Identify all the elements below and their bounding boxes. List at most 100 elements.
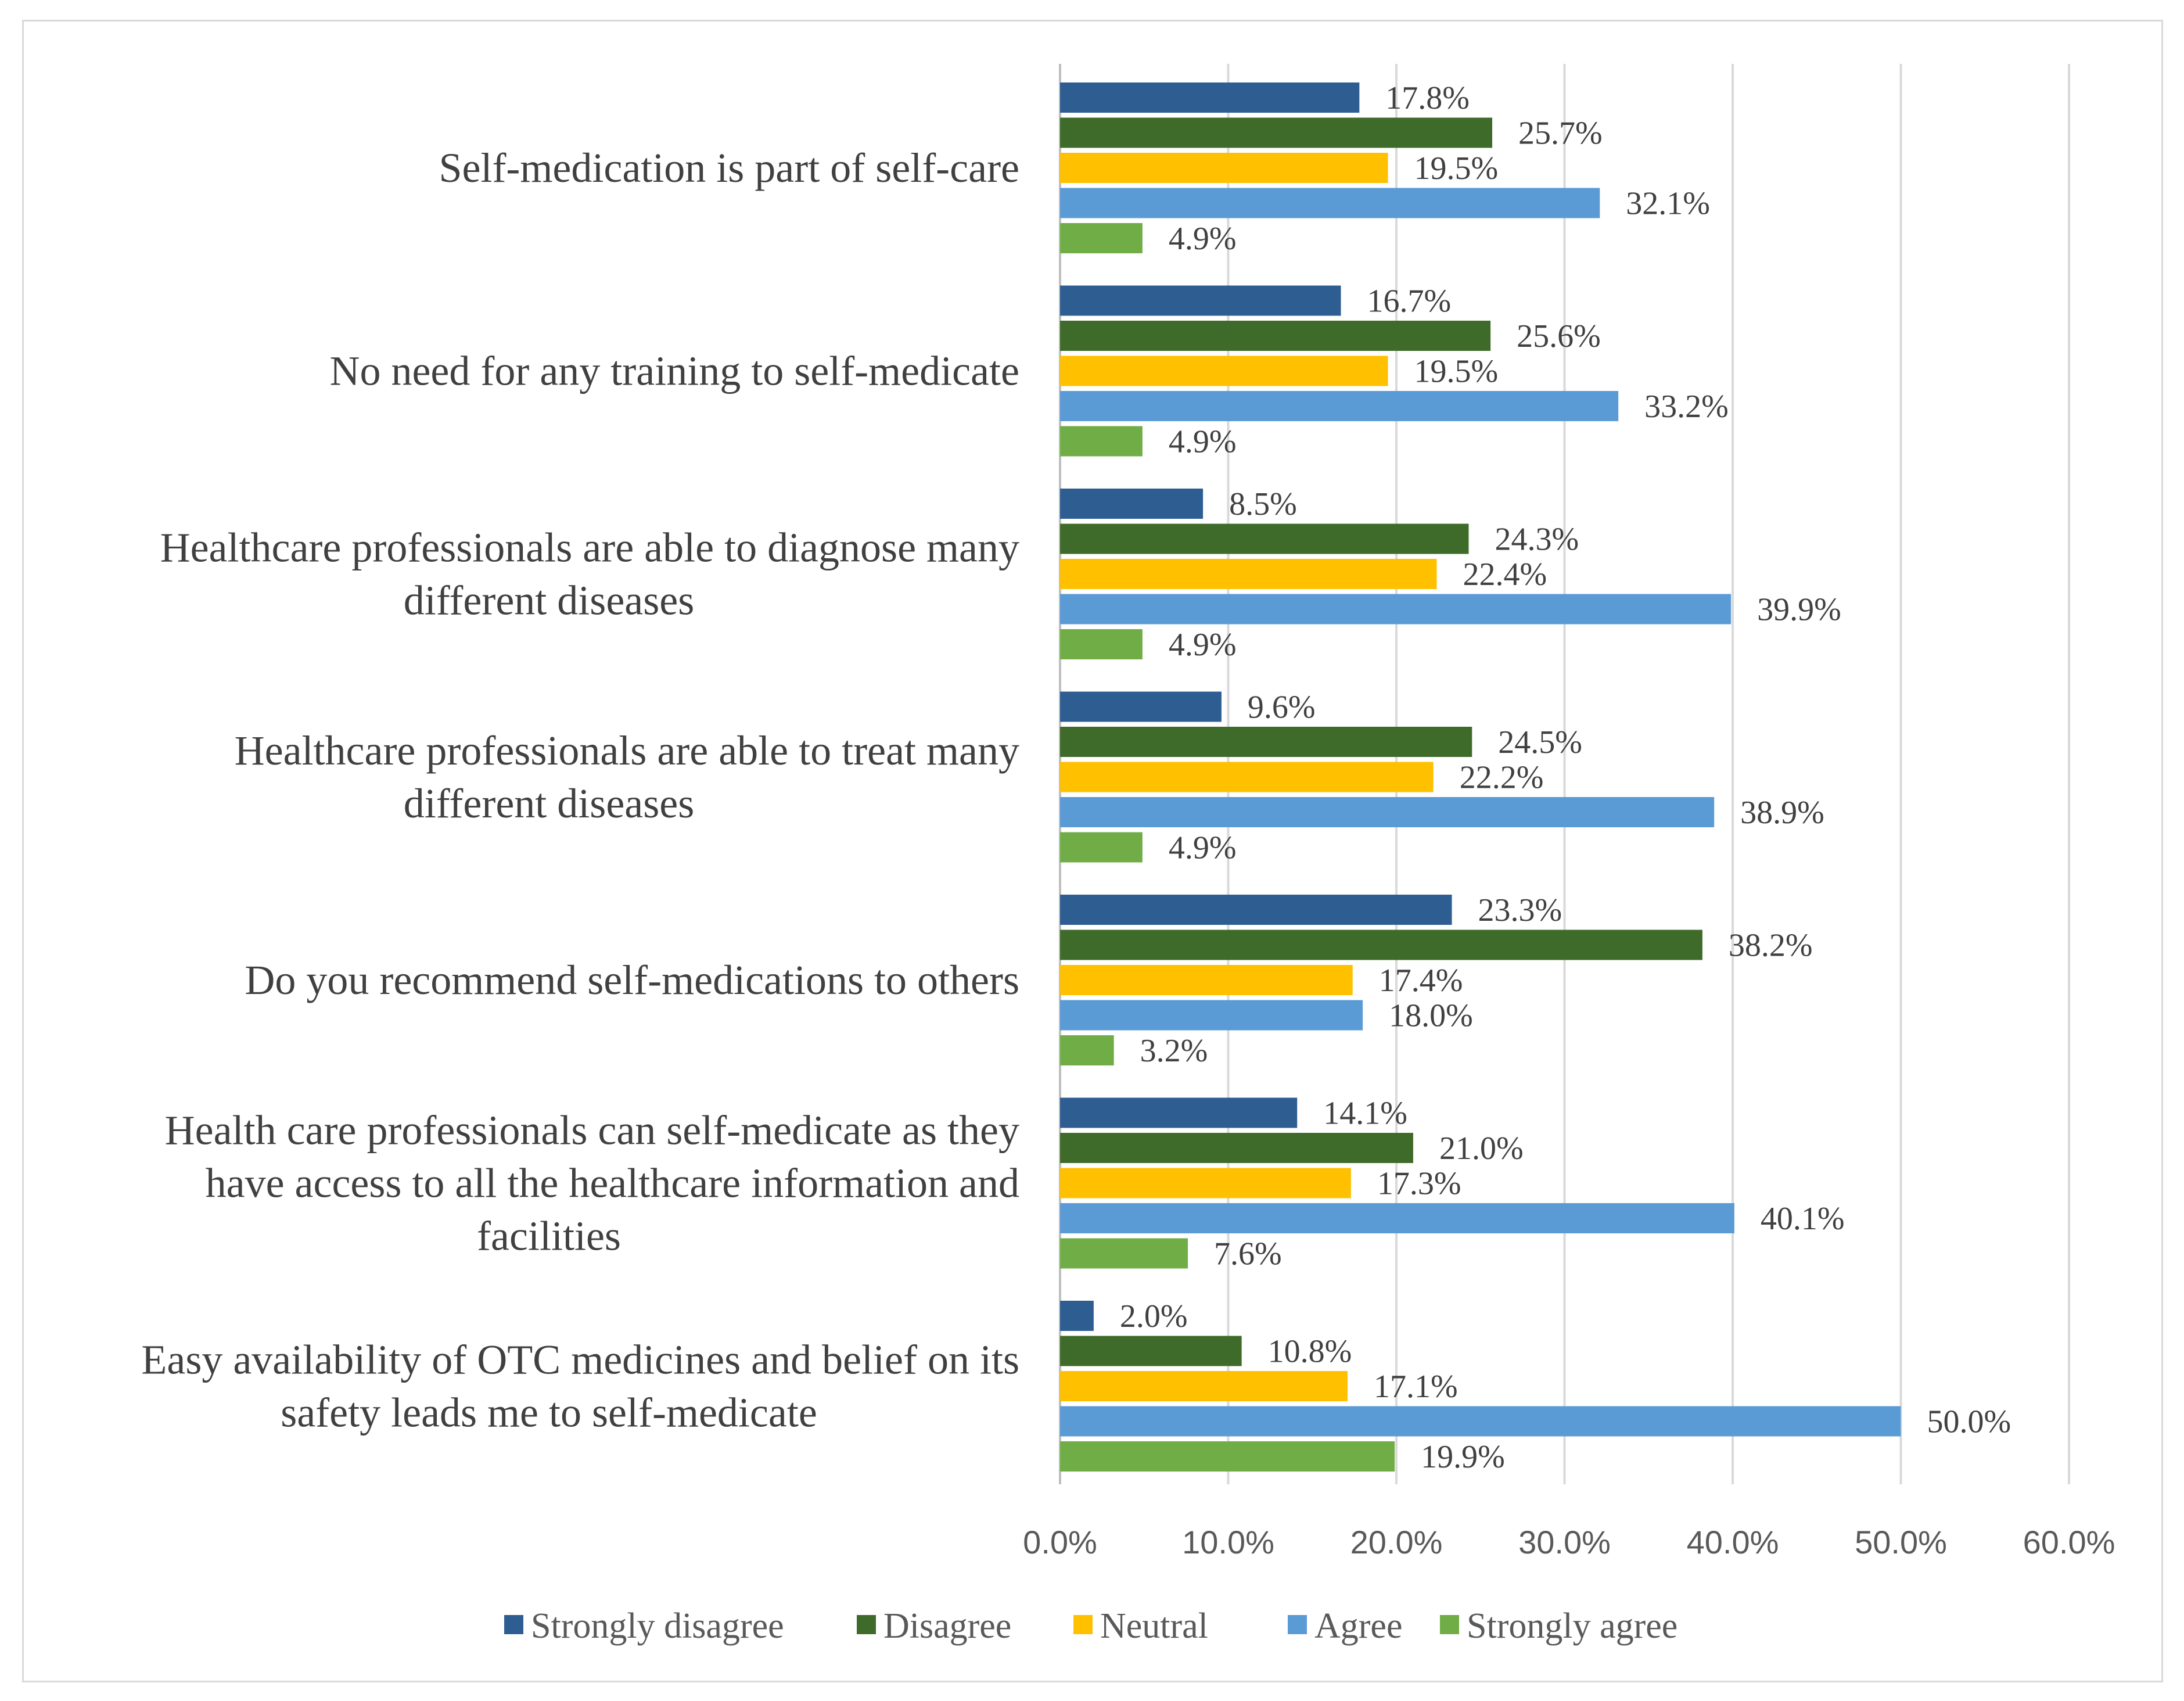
data-label: 16.7% <box>1367 284 1451 320</box>
data-label: 22.4% <box>1463 557 1547 593</box>
bars <box>1060 82 1901 1472</box>
bar <box>1060 426 1143 457</box>
category-label: different diseases <box>404 577 694 624</box>
x-tick-label: 60.0% <box>2023 1524 2115 1560</box>
category-label: Easy availability of OTC medicines and b… <box>141 1337 1019 1383</box>
data-label: 8.5% <box>1229 486 1297 522</box>
x-axis-ticks: 0.0% 10.0% 20.0% 30.0% 40.0% 50.0% 60.0% <box>1023 1524 2115 1560</box>
bar <box>1060 1168 1351 1198</box>
category-label: safety leads me to self-medicate <box>281 1390 817 1436</box>
bar <box>1060 559 1437 589</box>
bar <box>1060 153 1388 183</box>
bar <box>1060 1035 1114 1065</box>
bar <box>1060 391 1619 421</box>
data-label: 19.5% <box>1414 150 1499 186</box>
bar <box>1060 691 1222 722</box>
legend-label: Strongly disagree <box>531 1606 784 1646</box>
data-label: 24.3% <box>1495 522 1579 558</box>
data-label: 33.2% <box>1644 389 1729 425</box>
bar <box>1060 1203 1734 1233</box>
bar <box>1060 727 1472 757</box>
bar <box>1060 1406 1901 1437</box>
bar <box>1060 1097 1298 1128</box>
x-tick-label: 10.0% <box>1182 1524 1274 1560</box>
legend-swatch <box>1440 1615 1459 1634</box>
legend: Strongly disagree Disagree Neutral Agree Str… <box>504 1606 1677 1646</box>
data-label: 4.9% <box>1169 627 1237 663</box>
data-label: 23.3% <box>1478 892 1562 928</box>
legend-swatch <box>1073 1615 1093 1634</box>
legend-label: Agree <box>1314 1606 1402 1646</box>
bar <box>1060 356 1388 386</box>
bar <box>1060 82 1360 113</box>
data-label: 40.1% <box>1761 1201 1845 1237</box>
bar <box>1060 188 1600 218</box>
category-label: Do you recommend self-medications to oth… <box>245 957 1019 1003</box>
x-tick-label: 30.0% <box>1518 1524 1611 1560</box>
data-label: 19.9% <box>1421 1439 1505 1475</box>
data-label: 17.4% <box>1379 963 1463 999</box>
bar <box>1060 321 1491 351</box>
bar <box>1060 1000 1363 1031</box>
data-label: 22.2% <box>1460 760 1544 796</box>
data-label: 38.2% <box>1729 928 1813 964</box>
data-label: 50.0% <box>1927 1404 2011 1440</box>
bar <box>1060 523 1469 554</box>
bar <box>1060 285 1341 316</box>
bar <box>1060 797 1715 827</box>
data-label: 25.6% <box>1517 318 1601 354</box>
data-label: 38.9% <box>1740 795 1824 831</box>
bar <box>1060 895 1452 925</box>
bar <box>1060 1238 1188 1269</box>
bar <box>1060 223 1143 253</box>
legend-label: Disagree <box>883 1606 1011 1646</box>
category-label: Healthcare professionals are able to dia… <box>160 525 1019 571</box>
bar <box>1060 762 1434 792</box>
data-label: 19.5% <box>1414 354 1499 390</box>
data-label: 9.6% <box>1248 690 1316 726</box>
data-label: 24.5% <box>1498 724 1582 760</box>
bar <box>1060 832 1143 863</box>
bar <box>1060 1336 1242 1366</box>
data-label: 17.8% <box>1385 80 1470 116</box>
x-tick-label: 50.0% <box>1855 1524 1947 1560</box>
data-label: 32.1% <box>1626 186 1710 222</box>
bar <box>1060 117 1493 148</box>
legend-swatch <box>1288 1615 1307 1634</box>
data-label: 39.9% <box>1757 592 1841 628</box>
category-label: Health care professionals can self-medic… <box>165 1107 1019 1154</box>
legend-swatch <box>857 1615 876 1634</box>
bar <box>1060 1371 1348 1401</box>
category-label: No need for any training to self-medicat… <box>329 348 1019 394</box>
category-label: have access to all the healthcare inform… <box>206 1160 1019 1207</box>
bar <box>1060 930 1702 960</box>
bar <box>1060 1301 1094 1331</box>
legend-label: Strongly agree <box>1467 1606 1677 1646</box>
x-tick-label: 0.0% <box>1023 1524 1097 1560</box>
data-label: 17.3% <box>1377 1166 1461 1202</box>
data-label: 2.0% <box>1120 1298 1188 1334</box>
bar <box>1060 1133 1413 1163</box>
category-labels: Self-medication is part of self-care No n… <box>141 145 1019 1436</box>
bar <box>1060 965 1353 995</box>
bar <box>1060 1441 1395 1472</box>
data-label: 25.7% <box>1518 116 1603 152</box>
category-label: facilities <box>477 1213 621 1259</box>
data-label: 21.0% <box>1439 1131 1524 1167</box>
data-label: 4.9% <box>1169 221 1237 257</box>
data-label: 4.9% <box>1169 424 1237 460</box>
data-label: 7.6% <box>1214 1236 1282 1272</box>
legend-label: Neutral <box>1100 1606 1208 1646</box>
legend-swatch <box>504 1615 523 1634</box>
x-tick-label: 40.0% <box>1687 1524 1779 1560</box>
data-label: 14.1% <box>1323 1096 1407 1132</box>
bar <box>1060 629 1143 659</box>
category-label: different diseases <box>404 780 694 827</box>
data-label: 18.0% <box>1389 998 1473 1034</box>
x-tick-label: 20.0% <box>1350 1524 1443 1560</box>
data-label: 10.8% <box>1268 1334 1352 1370</box>
bar <box>1060 489 1204 519</box>
category-label: Self-medication is part of self-care <box>439 145 1019 191</box>
data-label: 17.1% <box>1374 1369 1458 1405</box>
